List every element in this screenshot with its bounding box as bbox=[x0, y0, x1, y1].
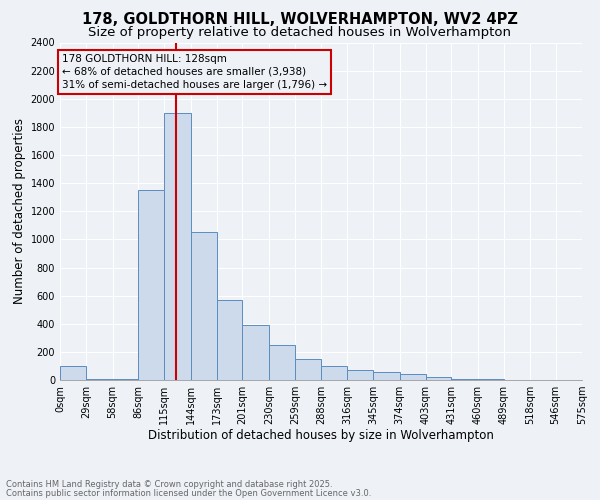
Bar bbox=[138, 190, 164, 380]
Bar bbox=[60, 366, 86, 380]
Bar bbox=[347, 370, 373, 380]
Bar bbox=[400, 374, 426, 380]
Bar bbox=[86, 378, 113, 380]
Text: 178 GOLDTHORN HILL: 128sqm
← 68% of detached houses are smaller (3,938)
31% of s: 178 GOLDTHORN HILL: 128sqm ← 68% of deta… bbox=[62, 54, 327, 90]
Bar bbox=[322, 366, 347, 380]
Bar bbox=[451, 378, 478, 380]
Y-axis label: Number of detached properties: Number of detached properties bbox=[13, 118, 26, 304]
Bar bbox=[113, 378, 138, 380]
Text: Contains public sector information licensed under the Open Government Licence v3: Contains public sector information licen… bbox=[6, 488, 371, 498]
Bar bbox=[191, 232, 217, 380]
Bar bbox=[242, 325, 269, 380]
Bar bbox=[295, 359, 322, 380]
X-axis label: Distribution of detached houses by size in Wolverhampton: Distribution of detached houses by size … bbox=[148, 428, 494, 442]
Bar bbox=[164, 113, 191, 380]
Bar bbox=[217, 300, 242, 380]
Bar bbox=[426, 377, 451, 380]
Bar bbox=[269, 345, 295, 380]
Text: Contains HM Land Registry data © Crown copyright and database right 2025.: Contains HM Land Registry data © Crown c… bbox=[6, 480, 332, 489]
Text: 178, GOLDTHORN HILL, WOLVERHAMPTON, WV2 4PZ: 178, GOLDTHORN HILL, WOLVERHAMPTON, WV2 … bbox=[82, 12, 518, 28]
Text: Size of property relative to detached houses in Wolverhampton: Size of property relative to detached ho… bbox=[89, 26, 511, 39]
Bar bbox=[373, 372, 400, 380]
